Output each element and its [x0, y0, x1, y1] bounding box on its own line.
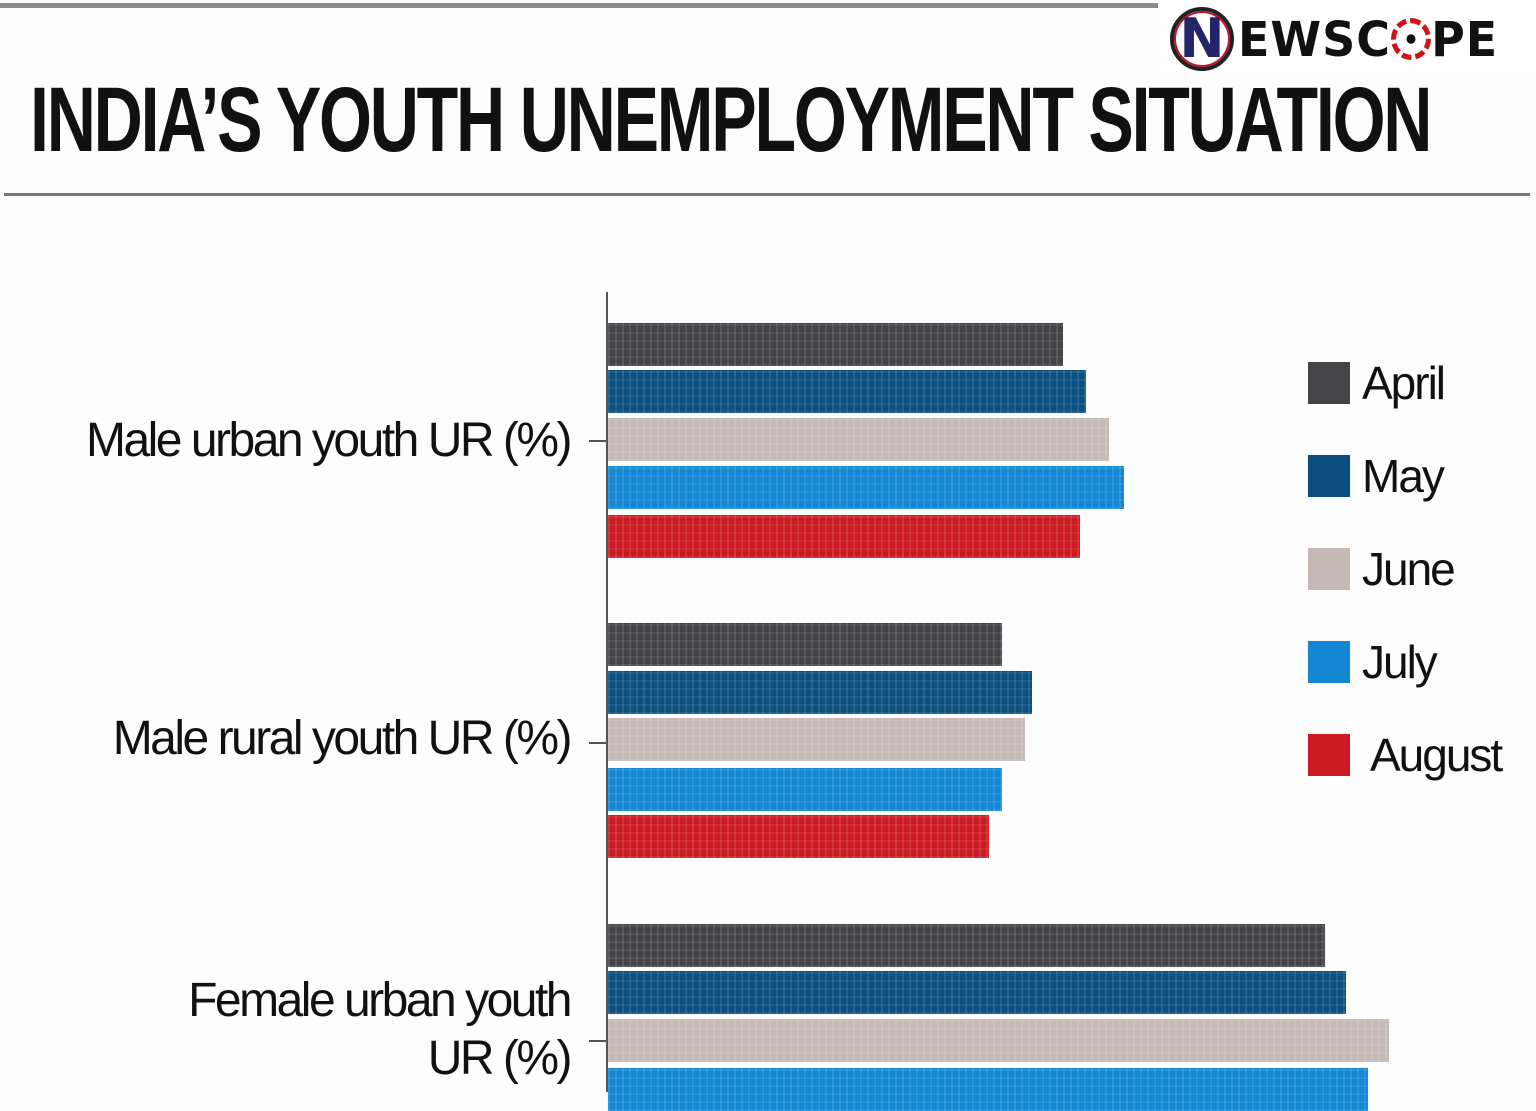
legend-label: August [1370, 728, 1503, 781]
chart-title: INDIA’S YOUTH UNEMPLOYMENT SITUATION [30, 69, 1432, 171]
title-divider [4, 193, 1530, 196]
legend-swatch [1308, 733, 1350, 776]
bar-june [608, 418, 1109, 461]
bar-july [608, 1068, 1368, 1111]
bar-june [608, 718, 1025, 761]
bar-may [608, 971, 1346, 1014]
legend-item-june: June [1308, 522, 1501, 615]
bar-april [608, 623, 1002, 666]
legend-label: April [1362, 356, 1446, 409]
legend-label: July [1362, 635, 1438, 688]
legend-swatch [1308, 454, 1350, 497]
logo-wordmark: EWSC PE [1238, 10, 1499, 68]
newscope-logo: N EWSC PE [1160, 0, 1536, 78]
logo-n-emblem-icon: N [1170, 7, 1234, 71]
category-label: Male urban youth UR (%) [85, 414, 573, 467]
bar-june [608, 1019, 1389, 1062]
y-axis [606, 292, 608, 1092]
bar-july [608, 768, 1002, 811]
bar-august [608, 815, 989, 858]
legend-item-may: May [1308, 429, 1501, 522]
legend-swatch [1308, 361, 1350, 404]
logo-initial: N [1179, 7, 1225, 70]
legend-label: May [1362, 449, 1445, 502]
axis-tick [589, 742, 607, 744]
legend-item-july: July [1308, 615, 1501, 708]
legend-swatch [1308, 640, 1350, 683]
legend-swatch [1308, 547, 1350, 590]
legend: April May June July August [1308, 336, 1503, 801]
axis-tick [589, 1040, 607, 1042]
legend-item-april: April [1308, 336, 1501, 429]
bar-july [608, 466, 1124, 509]
legend-label: June [1362, 542, 1456, 595]
legend-item-august: August [1308, 708, 1503, 801]
crosshair-target-icon [1391, 18, 1432, 60]
bar-april [608, 323, 1063, 366]
category-label: Male rural youth UR (%) [112, 712, 573, 765]
top-rule [0, 3, 1158, 8]
category-label: Female urban youth UR (%) [188, 974, 572, 1085]
bar-august [608, 515, 1080, 558]
bar-may [608, 671, 1032, 714]
axis-tick [589, 440, 607, 442]
bar-may [608, 370, 1086, 413]
bar-april [608, 924, 1325, 967]
